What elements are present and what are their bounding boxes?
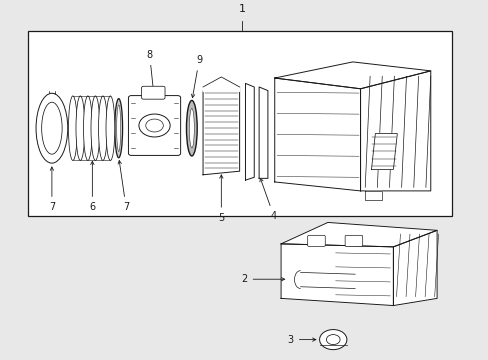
FancyBboxPatch shape [345,235,362,247]
Ellipse shape [41,102,62,154]
Ellipse shape [117,105,121,152]
Ellipse shape [115,99,122,158]
Text: 7: 7 [118,161,129,212]
Polygon shape [393,230,436,306]
FancyBboxPatch shape [142,86,164,99]
Ellipse shape [68,96,77,161]
Ellipse shape [76,96,84,161]
Bar [27,31,451,216]
Polygon shape [245,84,254,180]
Ellipse shape [189,108,194,148]
Circle shape [326,334,339,345]
Ellipse shape [186,100,197,156]
Text: 6: 6 [89,161,95,212]
Ellipse shape [36,93,68,163]
Ellipse shape [98,96,107,161]
Polygon shape [360,71,430,191]
Circle shape [319,329,346,350]
Polygon shape [281,244,393,306]
Ellipse shape [83,96,92,161]
FancyBboxPatch shape [307,235,325,247]
Text: 4: 4 [260,178,276,221]
Text: 8: 8 [146,50,155,98]
Ellipse shape [91,96,100,161]
Text: 2: 2 [241,274,284,284]
Polygon shape [365,191,382,200]
Text: 3: 3 [287,334,315,345]
Polygon shape [203,87,239,175]
Circle shape [145,119,163,132]
Text: 5: 5 [218,175,224,223]
Text: 9: 9 [191,55,202,98]
Polygon shape [259,87,267,178]
FancyBboxPatch shape [128,96,180,156]
Polygon shape [281,222,436,247]
Polygon shape [203,77,239,91]
Polygon shape [274,62,430,89]
Polygon shape [274,78,360,191]
Polygon shape [371,134,397,170]
Circle shape [139,114,170,137]
Ellipse shape [106,96,115,161]
Text: 7: 7 [49,167,55,212]
Text: 1: 1 [238,4,245,14]
